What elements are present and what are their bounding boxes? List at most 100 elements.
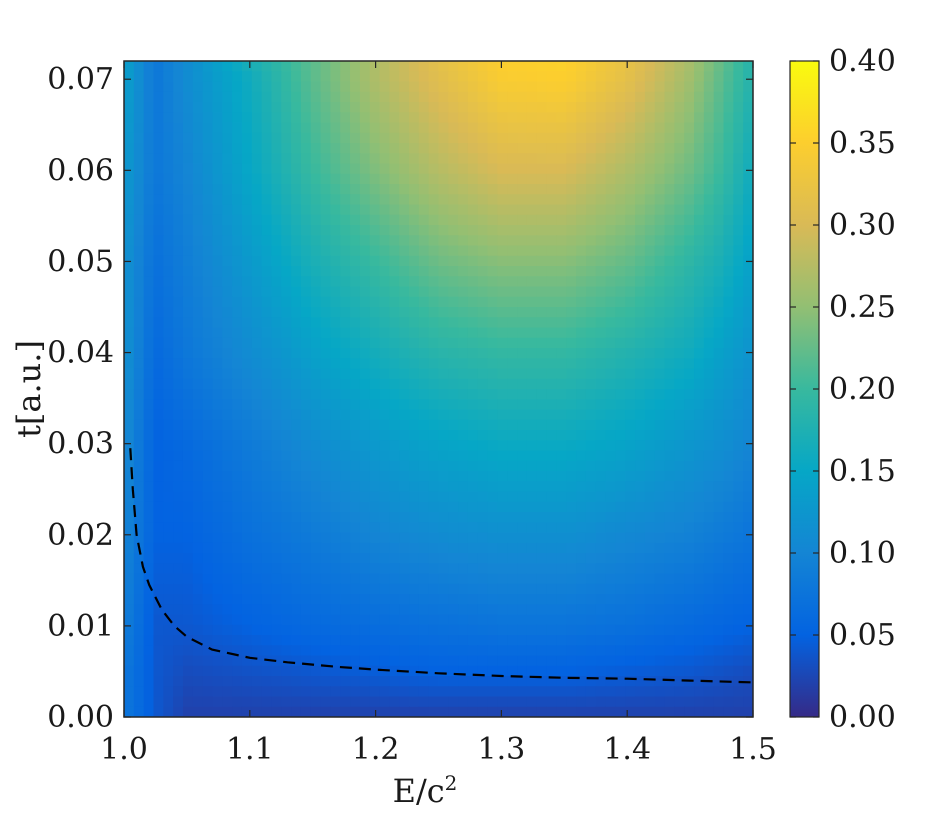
- heatmap-cell: [291, 676, 302, 687]
- heatmap-cell: [703, 317, 715, 329]
- heatmap-cell: [674, 132, 685, 144]
- heatmap-cell: [124, 532, 135, 544]
- heatmap-cell: [674, 676, 685, 687]
- heatmap-cell: [615, 706, 626, 717]
- heatmap-cell: [192, 460, 204, 472]
- heatmap-cell: [438, 266, 449, 277]
- heatmap-cell: [310, 542, 322, 554]
- heatmap-cell: [723, 81, 734, 93]
- heatmap-cell: [556, 173, 567, 185]
- heatmap-cell: [517, 614, 528, 626]
- heatmap-cell: [644, 635, 656, 646]
- heatmap-cell: [232, 624, 243, 636]
- heatmap-cell: [635, 91, 646, 103]
- heatmap-cell: [585, 358, 597, 370]
- heatmap-cell: [428, 184, 440, 195]
- heatmap-cell: [674, 481, 685, 493]
- heatmap-cell: [576, 532, 587, 544]
- heatmap-cell: [330, 102, 341, 113]
- heatmap-cell: [517, 450, 528, 462]
- heatmap-cell: [703, 635, 715, 646]
- heatmap-cell: [399, 286, 410, 298]
- heatmap-cell: [507, 266, 518, 277]
- heatmap-cell: [605, 71, 617, 83]
- heatmap-cell: [733, 491, 744, 503]
- heatmap-cell: [320, 327, 331, 339]
- heatmap-cell: [536, 245, 548, 257]
- heatmap-cell: [222, 143, 233, 154]
- heatmap-cell: [733, 266, 744, 277]
- heatmap-cell: [241, 440, 253, 452]
- heatmap-cell: [566, 635, 577, 646]
- heatmap-cell: [733, 163, 744, 175]
- heatmap-cell: [330, 512, 341, 523]
- heatmap-cell: [379, 225, 390, 236]
- heatmap-cell: [202, 430, 214, 441]
- heatmap-cell: [743, 276, 753, 288]
- heatmap-cell: [222, 450, 233, 462]
- heatmap-cell: [733, 225, 744, 236]
- heatmap-cell: [536, 276, 548, 288]
- heatmap-cell: [153, 286, 164, 298]
- heatmap-cell: [124, 122, 135, 134]
- heatmap-cell: [320, 665, 331, 677]
- heatmap-cell: [595, 481, 607, 493]
- heatmap-cell: [310, 71, 322, 83]
- heatmap-cell: [379, 501, 390, 513]
- heatmap-cell: [271, 327, 282, 339]
- heatmap-cell: [595, 624, 607, 636]
- heatmap-cell: [507, 81, 518, 93]
- heatmap-cell: [517, 348, 528, 359]
- heatmap-cell: [723, 450, 734, 462]
- heatmap-cell: [517, 204, 528, 216]
- heatmap-cell: [664, 522, 675, 534]
- heatmap-cell: [595, 132, 607, 144]
- heatmap-cell: [163, 655, 174, 667]
- heatmap-cell: [615, 296, 626, 308]
- heatmap-cell: [625, 655, 636, 667]
- heatmap-cell: [438, 501, 449, 513]
- heatmap-cell: [291, 204, 302, 216]
- heatmap-cell: [281, 430, 292, 441]
- heatmap-cell: [418, 194, 430, 206]
- heatmap-cell: [359, 266, 371, 277]
- heatmap-cell: [222, 501, 233, 513]
- heatmap-cell: [399, 686, 410, 698]
- heatmap-cell: [143, 184, 155, 195]
- heatmap-cell: [703, 389, 715, 400]
- heatmap-cell: [350, 532, 361, 544]
- heatmap-cell: [448, 491, 459, 503]
- heatmap-cell: [173, 409, 184, 421]
- heatmap-cell: [350, 563, 361, 575]
- heatmap-cell: [526, 225, 538, 236]
- heatmap-cell: [458, 399, 469, 411]
- heatmap-cell: [713, 450, 725, 462]
- heatmap-cell: [507, 573, 518, 585]
- heatmap-cell: [428, 204, 440, 216]
- heatmap-cell: [644, 665, 656, 677]
- heatmap-cell: [369, 337, 381, 349]
- heatmap-cell: [330, 676, 341, 687]
- heatmap-cell: [497, 706, 508, 717]
- heatmap-cell: [379, 583, 390, 595]
- heatmap-cell: [409, 491, 420, 503]
- heatmap-cell: [153, 460, 164, 472]
- heatmap-cell: [350, 286, 361, 298]
- heatmap-cell: [369, 532, 381, 544]
- heatmap-cell: [477, 665, 489, 677]
- heatmap-cell: [418, 696, 430, 708]
- heatmap-cell: [350, 614, 361, 626]
- heatmap-cell: [173, 235, 184, 247]
- heatmap-cell: [271, 337, 282, 349]
- heatmap-cell: [507, 184, 518, 195]
- heatmap-cell: [310, 327, 322, 339]
- heatmap-cell: [163, 184, 174, 195]
- heatmap-cell: [585, 61, 597, 72]
- x-tick-label: 1.4: [603, 732, 651, 767]
- heatmap-cell: [202, 296, 214, 308]
- heatmap-cell: [409, 307, 420, 318]
- heatmap-cell: [222, 378, 233, 390]
- heatmap-cell: [359, 122, 371, 134]
- heatmap-cell: [251, 655, 263, 667]
- heatmap-cell: [438, 71, 449, 83]
